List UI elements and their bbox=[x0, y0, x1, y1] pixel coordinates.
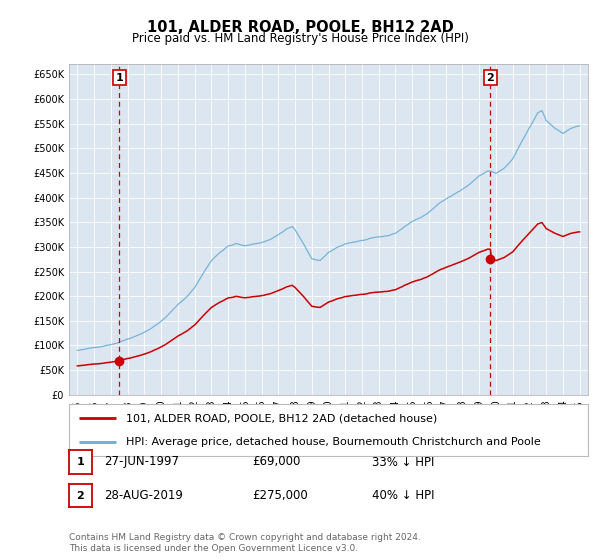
Text: 101, ALDER ROAD, POOLE, BH12 2AD: 101, ALDER ROAD, POOLE, BH12 2AD bbox=[146, 20, 454, 35]
Text: HPI: Average price, detached house, Bournemouth Christchurch and Poole: HPI: Average price, detached house, Bour… bbox=[126, 437, 541, 447]
Text: 2: 2 bbox=[77, 491, 84, 501]
Text: Contains HM Land Registry data © Crown copyright and database right 2024.
This d: Contains HM Land Registry data © Crown c… bbox=[69, 533, 421, 553]
Text: Price paid vs. HM Land Registry's House Price Index (HPI): Price paid vs. HM Land Registry's House … bbox=[131, 32, 469, 45]
Text: 101, ALDER ROAD, POOLE, BH12 2AD (detached house): 101, ALDER ROAD, POOLE, BH12 2AD (detach… bbox=[126, 413, 437, 423]
Text: 1: 1 bbox=[115, 73, 123, 83]
Text: £275,000: £275,000 bbox=[252, 489, 308, 502]
Text: 28-AUG-2019: 28-AUG-2019 bbox=[104, 489, 182, 502]
Text: 2: 2 bbox=[487, 73, 494, 83]
Text: £69,000: £69,000 bbox=[252, 455, 301, 469]
Text: 40% ↓ HPI: 40% ↓ HPI bbox=[372, 489, 434, 502]
Text: 33% ↓ HPI: 33% ↓ HPI bbox=[372, 455, 434, 469]
Text: 1: 1 bbox=[77, 457, 84, 467]
Text: 27-JUN-1997: 27-JUN-1997 bbox=[104, 455, 179, 469]
